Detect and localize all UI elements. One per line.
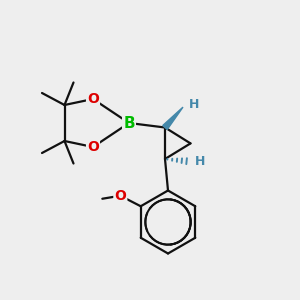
Text: B: B (123, 116, 135, 130)
Polygon shape (163, 107, 183, 130)
Text: O: O (87, 92, 99, 106)
Text: H: H (188, 98, 199, 111)
Text: H: H (195, 155, 206, 168)
Text: O: O (87, 140, 99, 154)
Text: O: O (114, 189, 126, 203)
